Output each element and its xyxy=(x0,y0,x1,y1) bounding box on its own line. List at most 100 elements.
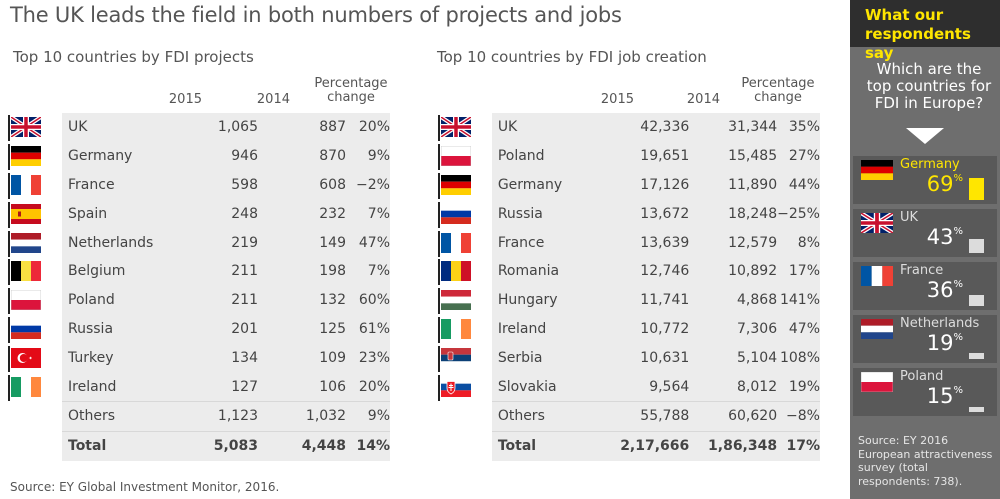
value-2014: 198 xyxy=(258,256,346,286)
value-2014: 106 xyxy=(258,372,346,402)
country-name: UK xyxy=(62,113,202,142)
right-header-2015: 2015 xyxy=(600,92,634,107)
total-2014: 1,86,348 xyxy=(689,430,778,461)
value-2014: 132 xyxy=(258,285,346,315)
result-percentage: 43% xyxy=(927,225,963,249)
flag-badge xyxy=(8,259,42,286)
value-2014: 31,344 xyxy=(689,113,778,142)
flag-badge xyxy=(8,172,42,199)
hungary-flag-icon xyxy=(441,290,471,311)
flag-badge xyxy=(8,144,42,171)
flag-badge xyxy=(8,201,42,228)
table-row: Netherlands 219 149 47% xyxy=(6,228,390,257)
flag-cell xyxy=(6,113,62,142)
left-header-2015: 2015 xyxy=(168,92,202,107)
result-country: Poland xyxy=(900,369,944,384)
value-2014: 109 xyxy=(258,343,346,373)
spain-flag-icon xyxy=(11,203,41,224)
percentage-change: 141% xyxy=(777,285,820,315)
value-2014: 18,248 xyxy=(689,199,778,229)
value-2014: 8,012 xyxy=(689,372,778,402)
flag-cell xyxy=(6,171,62,200)
flag-badge xyxy=(8,374,42,401)
right-table-subtitle: Top 10 countries by FDI job creation xyxy=(437,48,707,66)
country-name: Germany xyxy=(491,170,572,200)
result-card: Poland 15% xyxy=(853,368,997,416)
flag-cell xyxy=(436,315,492,344)
flag-cell xyxy=(436,286,492,315)
germany-flag-icon xyxy=(861,160,893,180)
country-name: Hungary xyxy=(491,285,572,315)
slovakia-flag-icon xyxy=(441,376,471,397)
percentage-change: 44% xyxy=(777,170,820,200)
flag-badge xyxy=(8,288,42,315)
left-table-subtitle: Top 10 countries by FDI projects xyxy=(13,48,254,66)
table-row: Russia 201 125 61% xyxy=(6,314,390,344)
country-name: Slovakia xyxy=(491,372,572,402)
total-label: Total xyxy=(62,430,202,461)
france-flag-icon xyxy=(11,174,41,195)
total-label: Total xyxy=(491,430,572,461)
country-name: Poland xyxy=(62,285,202,315)
result-bar xyxy=(969,295,984,306)
result-unit: % xyxy=(953,279,963,290)
belgium-flag-icon xyxy=(11,261,41,282)
value-2015: 10,631 xyxy=(571,343,690,373)
country-name: Germany xyxy=(62,141,202,171)
flag-pole xyxy=(438,201,440,228)
result-value: 69 xyxy=(926,172,954,196)
flag-badge xyxy=(438,144,472,171)
result-unit: % xyxy=(953,226,963,237)
result-card: Germany 69% xyxy=(853,156,997,204)
flag-badge xyxy=(438,316,472,343)
table-row: France 598 608 −2% xyxy=(6,170,390,200)
value-2015: 248 xyxy=(202,199,258,229)
flag-pole xyxy=(438,115,440,142)
source-note: Source: EY Global Investment Monitor, 20… xyxy=(10,480,280,494)
result-card: France 36% xyxy=(853,262,997,310)
table-row: Ireland 10,772 7,306 47% xyxy=(436,314,820,344)
percentage-change: 9% xyxy=(346,141,390,171)
flag-cell xyxy=(436,343,492,372)
flag-cell xyxy=(6,431,62,460)
flag-pole xyxy=(438,374,440,401)
result-card: UK 43% xyxy=(853,209,997,257)
value-2014: 4,868 xyxy=(689,285,778,315)
flag-cell xyxy=(436,401,492,431)
table-row: Turkey 134 109 23% xyxy=(6,343,390,373)
country-name: Russia xyxy=(62,314,202,344)
table-row: Slovakia 9,564 8,012 19% xyxy=(436,372,820,402)
fdi-jobs-table: UK 42,336 31,344 35% Poland 19,651 15,485 27% Ge… xyxy=(436,113,820,461)
result-unit: % xyxy=(953,332,963,343)
flag-cell xyxy=(6,286,62,315)
total-row: Total 2,17,666 1,86,348 17% xyxy=(436,430,820,461)
result-value: 36 xyxy=(926,278,954,302)
flag-cell xyxy=(436,113,492,142)
value-2015: 55,788 xyxy=(571,400,690,432)
flag-badge xyxy=(438,288,472,315)
netherlands-flag-icon xyxy=(11,232,41,253)
value-2014: 1,032 xyxy=(258,400,346,432)
total-2015: 5,083 xyxy=(202,430,258,461)
value-2015: 1,123 xyxy=(202,400,258,432)
value-2015: 1,065 xyxy=(202,113,258,142)
flag-pole xyxy=(438,172,440,199)
flag-cell xyxy=(6,257,62,286)
france-flag-icon xyxy=(441,232,471,253)
flag-pole xyxy=(8,230,10,257)
result-percentage: 36% xyxy=(927,278,963,302)
flag-cell xyxy=(6,199,62,228)
ireland-flag-icon xyxy=(441,318,471,339)
value-2015: 13,639 xyxy=(571,228,690,257)
country-name: Russia xyxy=(491,199,572,229)
flag-cell xyxy=(6,372,62,401)
result-bar xyxy=(969,178,984,200)
country-name: Turkey xyxy=(62,343,202,373)
total-change: 14% xyxy=(346,430,390,461)
country-name: Others xyxy=(491,400,572,432)
percentage-change: 27% xyxy=(777,141,820,171)
flag-pole xyxy=(438,230,440,257)
value-2015: 946 xyxy=(202,141,258,171)
flag-pole xyxy=(8,374,10,401)
flag-cell xyxy=(436,431,492,460)
